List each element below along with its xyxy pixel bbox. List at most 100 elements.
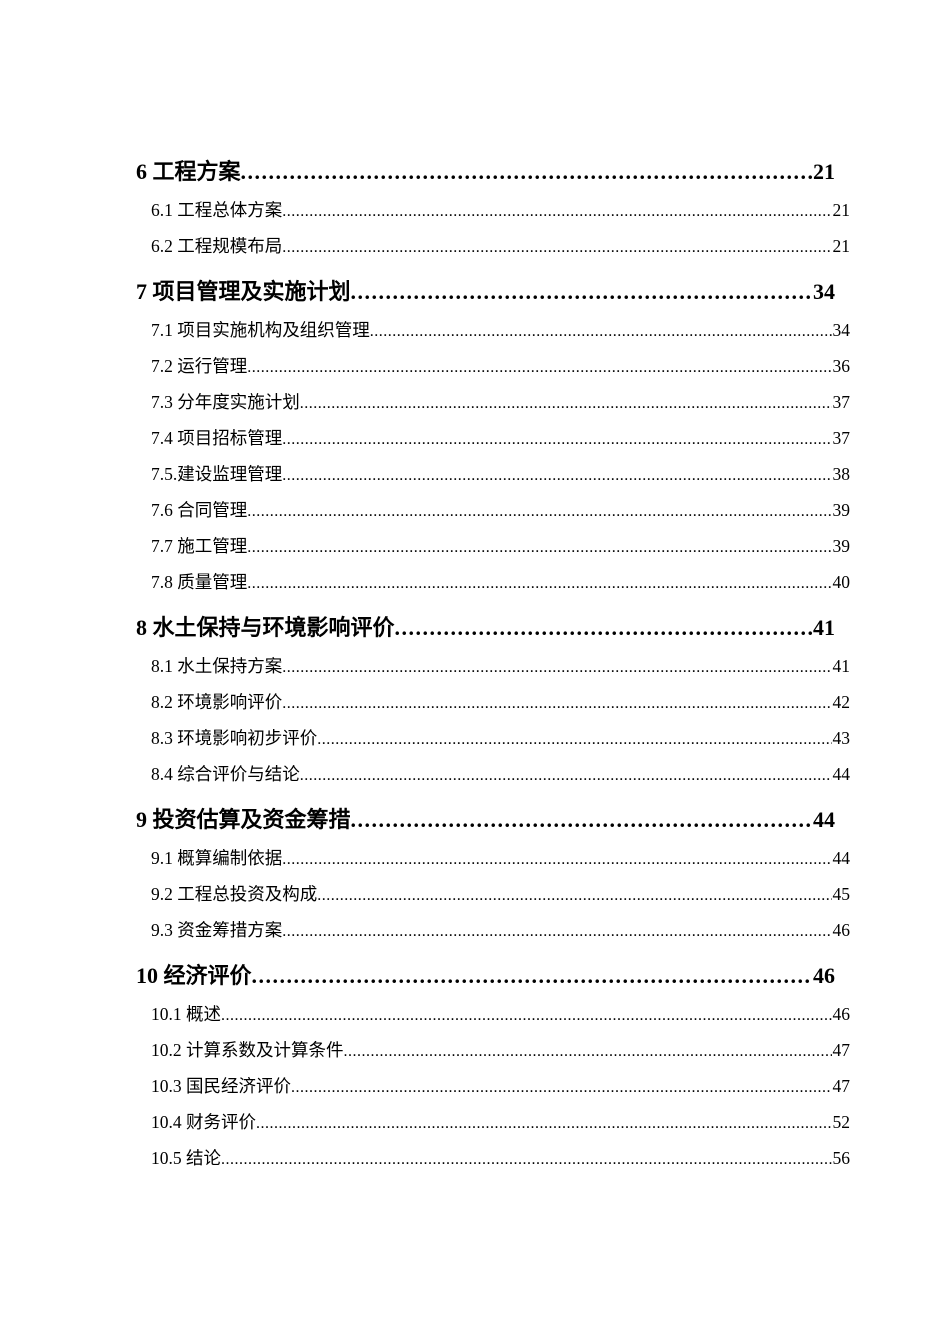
toc-entry[interactable]: 10.5 结论 ................................… (136, 1140, 850, 1176)
toc-entry-label: 6.2 工程规模布局 (151, 236, 283, 256)
toc-dot-leader: ........................................… (282, 239, 832, 256)
toc-entry[interactable]: 6.2 工程规模布局 .............................… (136, 228, 850, 264)
toc-entry[interactable]: 9.2 工程总投资及构成 ...........................… (136, 876, 850, 912)
toc-entry-label: 7.2 运行管理 (151, 356, 248, 376)
toc-entry-label: 9 投资估算及资金筹措 (136, 807, 351, 832)
toc-dot-leader: ........................................… (282, 467, 832, 484)
toc-entry-page-number: 37 (832, 428, 851, 448)
toc-entry[interactable]: 7.7 施工管理 ...............................… (136, 528, 850, 564)
toc-dot-leader: ........................................… (350, 807, 812, 832)
toc-entry-page-number: 46 (813, 963, 835, 988)
table-of-contents: 6 工程方案 .................................… (136, 144, 850, 1176)
toc-entry[interactable]: 7.8 质量管理 ...............................… (136, 564, 850, 600)
toc-entry-page-number: 44 (832, 848, 851, 868)
toc-entry-page-number: 21 (832, 200, 851, 220)
toc-entry-label: 9.3 资金筹措方案 (151, 920, 283, 940)
toc-entry[interactable]: 9.1 概算编制依据 .............................… (136, 840, 850, 876)
toc-entry[interactable]: 7.4 项目招标管理 .............................… (136, 420, 850, 456)
toc-entry-page-number: 56 (832, 1148, 851, 1168)
toc-entry-page-number: 46 (832, 1004, 851, 1024)
toc-dot-leader: ........................................… (350, 279, 812, 304)
toc-entry-page-number: 47 (832, 1040, 851, 1060)
toc-entry[interactable]: 7.2 运行管理 ...............................… (136, 348, 850, 384)
toc-entry[interactable]: 9 投资估算及资金筹措 ............................… (136, 800, 835, 840)
toc-entry-page-number: 37 (832, 392, 851, 412)
toc-entry[interactable]: 10.2 计算系数及计算条件 .........................… (136, 1032, 850, 1068)
toc-dot-leader: ........................................… (282, 203, 832, 220)
toc-entry-page-number: 41 (832, 656, 851, 676)
toc-entry[interactable]: 8.4 综合评价与结论 ............................… (136, 756, 850, 792)
toc-entry-label: 10.2 计算系数及计算条件 (151, 1040, 344, 1060)
toc-entry-label: 7 项目管理及实施计划 (136, 279, 351, 304)
toc-entry-label: 10.4 财务评价 (151, 1112, 256, 1132)
toc-entry-label: 7.6 合同管理 (151, 500, 248, 520)
toc-entry[interactable]: 10 经济评价 ................................… (136, 956, 835, 996)
toc-entry-page-number: 52 (832, 1112, 851, 1132)
toc-entry-page-number: 34 (832, 320, 851, 340)
toc-entry-label: 9.1 概算编制依据 (151, 848, 283, 868)
toc-dot-leader: ........................................… (240, 159, 812, 184)
toc-entry[interactable]: 8.2 环境影响评价 .............................… (136, 684, 850, 720)
toc-entry[interactable]: 7 项目管理及实施计划 ............................… (136, 272, 835, 312)
toc-entry-label: 8 水土保持与环境影响评价 (136, 615, 395, 640)
toc-entry-label: 8.3 环境影响初步评价 (151, 728, 318, 748)
toc-entry[interactable]: 6.1 工程总体方案 .............................… (136, 192, 850, 228)
toc-entry[interactable]: 8.3 环境影响初步评价 ...........................… (136, 720, 850, 756)
toc-entry[interactable]: 6 工程方案 .................................… (136, 152, 835, 192)
toc-entry-page-number: 46 (832, 920, 851, 940)
toc-entry[interactable]: 7.5.建设监理管理 .............................… (136, 456, 850, 492)
toc-entry-page-number: 36 (832, 356, 851, 376)
toc-entry-label: 7.4 项目招标管理 (151, 428, 283, 448)
toc-entry-label: 6 工程方案 (136, 159, 241, 184)
toc-entry-page-number: 39 (832, 500, 851, 520)
toc-entry-label: 10.3 国民经济评价 (151, 1076, 291, 1096)
toc-dot-leader: ........................................… (369, 323, 832, 340)
toc-dot-leader: ........................................… (282, 695, 832, 712)
toc-entry-page-number: 40 (832, 572, 851, 592)
toc-dot-leader: ........................................… (256, 1115, 832, 1132)
toc-dot-leader: ........................................… (221, 1151, 832, 1168)
toc-entry-label: 10 经济评价 (136, 963, 252, 988)
toc-entry-label: 6.1 工程总体方案 (151, 200, 283, 220)
toc-entry-page-number: 47 (832, 1076, 851, 1096)
toc-dot-leader: ........................................… (317, 887, 831, 904)
toc-entry-label: 7.8 质量管理 (151, 572, 248, 592)
toc-dot-leader: ........................................… (221, 1007, 832, 1024)
toc-entry-label: 8.1 水土保持方案 (151, 656, 283, 676)
toc-entry[interactable]: 8 水土保持与环境影响评价 ..........................… (136, 608, 835, 648)
toc-entry-page-number: 34 (813, 279, 835, 304)
toc-entry-page-number: 38 (832, 464, 851, 484)
toc-entry-page-number: 44 (832, 764, 851, 784)
toc-entry-label: 7.3 分年度实施计划 (151, 392, 300, 412)
toc-dot-leader: ........................................… (299, 395, 832, 412)
toc-dot-leader: ........................................… (247, 539, 831, 556)
toc-dot-leader: ........................................… (394, 615, 812, 640)
toc-dot-leader: ........................................… (247, 575, 831, 592)
toc-dot-leader: ........................................… (317, 731, 831, 748)
toc-dot-leader: ........................................… (282, 659, 832, 676)
toc-entry[interactable]: 10.3 国民经济评价 ............................… (136, 1068, 850, 1104)
toc-entry-page-number: 41 (813, 615, 835, 640)
toc-entry-label: 8.4 综合评价与结论 (151, 764, 300, 784)
toc-dot-leader: ........................................… (247, 503, 831, 520)
toc-dot-leader: ........................................… (343, 1043, 832, 1060)
toc-entry[interactable]: 8.1 水土保持方案 .............................… (136, 648, 850, 684)
toc-entry-page-number: 44 (813, 807, 835, 832)
toc-entry-page-number: 21 (832, 236, 851, 256)
toc-entry-label: 10.5 结论 (151, 1148, 221, 1168)
toc-entry[interactable]: 10.1 概述 ................................… (136, 996, 850, 1032)
toc-dot-leader: ........................................… (282, 431, 832, 448)
toc-entry-page-number: 42 (832, 692, 851, 712)
toc-dot-leader: ........................................… (247, 359, 831, 376)
toc-entry-page-number: 21 (813, 159, 835, 184)
toc-entry[interactable]: 7.3 分年度实施计划 ............................… (136, 384, 850, 420)
toc-entry-label: 7.5.建设监理管理 (151, 464, 283, 484)
toc-entry-label: 8.2 环境影响评价 (151, 692, 283, 712)
toc-dot-leader: ........................................… (251, 963, 812, 988)
toc-entry[interactable]: 7.1 项目实施机构及组织管理 ........................… (136, 312, 850, 348)
toc-entry[interactable]: 9.3 资金筹措方案 .............................… (136, 912, 850, 948)
toc-entry[interactable]: 10.4 财务评价 ..............................… (136, 1104, 850, 1140)
toc-dot-leader: ........................................… (299, 767, 832, 784)
toc-entry[interactable]: 7.6 合同管理 ...............................… (136, 492, 850, 528)
